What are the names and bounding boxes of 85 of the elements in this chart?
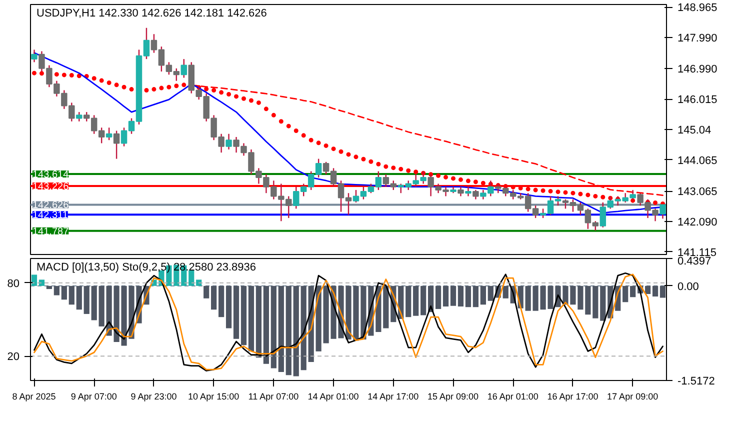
bar xyxy=(293,286,299,376)
bar xyxy=(188,270,194,286)
bar xyxy=(68,286,74,305)
bar xyxy=(383,286,389,328)
chart-title: USDJPY,H1 142.330 142.626 142.181 142.626 xyxy=(36,8,267,20)
y2-tick-label: 80 xyxy=(7,278,20,290)
x-tick-label: 10 Apr 15:00 xyxy=(188,392,240,402)
y-tick-label: 147.990 xyxy=(678,32,718,45)
y-tick-label: 142.090 xyxy=(678,216,718,228)
y-tick-label: 0.4397 xyxy=(678,256,712,268)
bar xyxy=(286,286,292,376)
x-tick-label: 17 Apr 09:00 xyxy=(607,392,658,402)
y-tick-label: 144.065 xyxy=(678,154,718,167)
ref-line-label: 143.614 xyxy=(32,169,70,180)
bar xyxy=(465,286,472,308)
candlestick xyxy=(465,186,472,197)
candlestick xyxy=(472,189,479,200)
ref-line-label: 142.626 xyxy=(32,200,70,212)
candlestick xyxy=(458,186,464,197)
bar xyxy=(644,286,651,294)
bar xyxy=(204,286,210,298)
bar xyxy=(450,286,456,306)
bar xyxy=(622,286,628,302)
candlestick xyxy=(226,133,232,150)
bar xyxy=(248,286,254,352)
bar xyxy=(630,286,636,298)
bar xyxy=(300,286,306,370)
candlestick xyxy=(76,111,82,122)
bar xyxy=(233,286,240,339)
x-tick-label: 14 Apr 17:00 xyxy=(368,392,419,402)
x-tick-label: 8 Apr 2025 xyxy=(12,392,56,402)
bar xyxy=(406,286,412,318)
bar xyxy=(31,274,38,286)
candlestick xyxy=(31,49,38,63)
y2-tick-label: 20 xyxy=(7,351,20,364)
y-tick-label: 146.015 xyxy=(678,94,718,106)
bar xyxy=(211,286,217,310)
x-tick-label: 14 Apr 01:00 xyxy=(308,392,359,402)
bar xyxy=(218,286,224,318)
y-tick-label: 143.065 xyxy=(678,186,718,198)
bar xyxy=(592,286,598,318)
x-tick-label: 16 Apr 17:00 xyxy=(547,392,598,402)
bar xyxy=(91,286,97,320)
bar xyxy=(660,286,666,298)
bar xyxy=(46,286,52,290)
y-tick-label: -1.5172 xyxy=(678,376,715,388)
bar xyxy=(413,286,419,316)
bar xyxy=(525,286,531,311)
x-tick-label: 11 Apr 07:00 xyxy=(248,392,299,402)
ref-line-label: 141.787 xyxy=(32,226,70,238)
bar xyxy=(84,286,90,314)
ref-line-label: 143.226 xyxy=(32,182,70,193)
x-tick-label: 9 Apr 07:00 xyxy=(70,392,117,402)
bar xyxy=(76,286,82,310)
bar xyxy=(263,286,269,364)
candlestick xyxy=(113,130,120,160)
bar xyxy=(278,286,284,372)
bar xyxy=(458,286,464,306)
y-tick-label: 146.990 xyxy=(678,64,718,76)
bar xyxy=(480,286,486,305)
bar xyxy=(435,286,442,309)
bar xyxy=(240,286,247,346)
y-tick-label: 148.965 xyxy=(678,2,718,14)
y-tick-label: 0.00 xyxy=(678,280,699,293)
bar xyxy=(488,286,494,301)
bar xyxy=(196,280,202,286)
bar xyxy=(502,286,508,298)
bar xyxy=(226,286,232,328)
bar xyxy=(98,286,104,326)
bar xyxy=(420,286,426,316)
bar xyxy=(61,286,67,300)
candlestick xyxy=(106,127,112,141)
bar xyxy=(652,286,658,297)
bar xyxy=(442,286,449,306)
y-tick-label: 145.04 xyxy=(678,124,712,136)
bar xyxy=(38,280,45,286)
bar xyxy=(54,286,60,296)
bar xyxy=(472,286,479,308)
candlestick xyxy=(180,58,188,78)
x-tick-label: 16 Apr 01:00 xyxy=(487,392,538,402)
bar xyxy=(256,286,262,358)
x-tick-label: 9 Apr 23:00 xyxy=(130,392,177,402)
bar xyxy=(600,286,606,321)
x-tick-label: 15 Apr 09:00 xyxy=(427,392,479,402)
bar xyxy=(270,286,276,368)
